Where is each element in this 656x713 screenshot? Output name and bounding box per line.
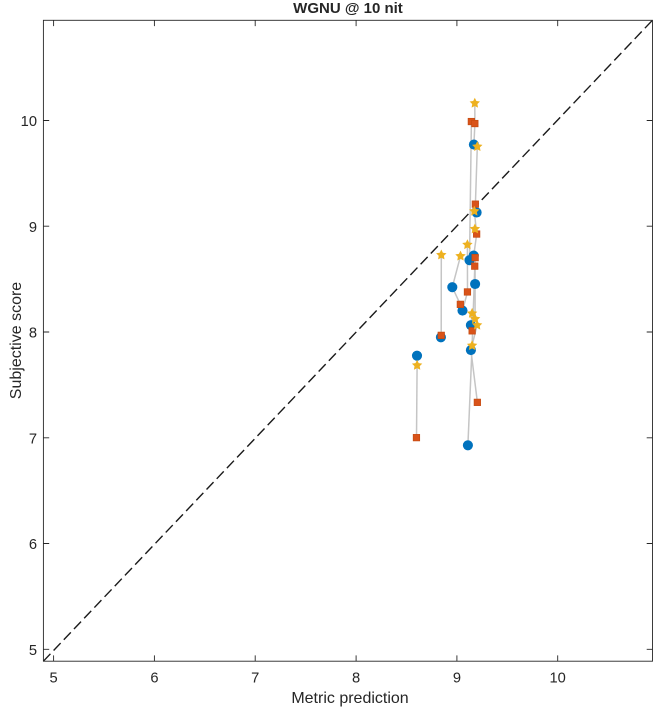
svg-text:6: 6	[29, 537, 37, 553]
svg-text:10: 10	[21, 114, 37, 130]
svg-text:Metric prediction: Metric prediction	[291, 690, 408, 707]
svg-text:10: 10	[550, 671, 566, 687]
svg-text:5: 5	[50, 671, 58, 687]
svg-text:WGNU @ 10 nit: WGNU @ 10 nit	[293, 0, 403, 17]
svg-text:7: 7	[251, 671, 259, 687]
svg-text:Subjective score: Subjective score	[8, 282, 25, 399]
svg-text:8: 8	[29, 326, 37, 342]
svg-text:9: 9	[29, 220, 37, 236]
svg-text:6: 6	[150, 671, 158, 687]
svg-text:5: 5	[29, 643, 37, 659]
svg-text:9: 9	[453, 671, 461, 687]
svg-text:7: 7	[29, 432, 37, 448]
svg-text:8: 8	[352, 671, 360, 687]
